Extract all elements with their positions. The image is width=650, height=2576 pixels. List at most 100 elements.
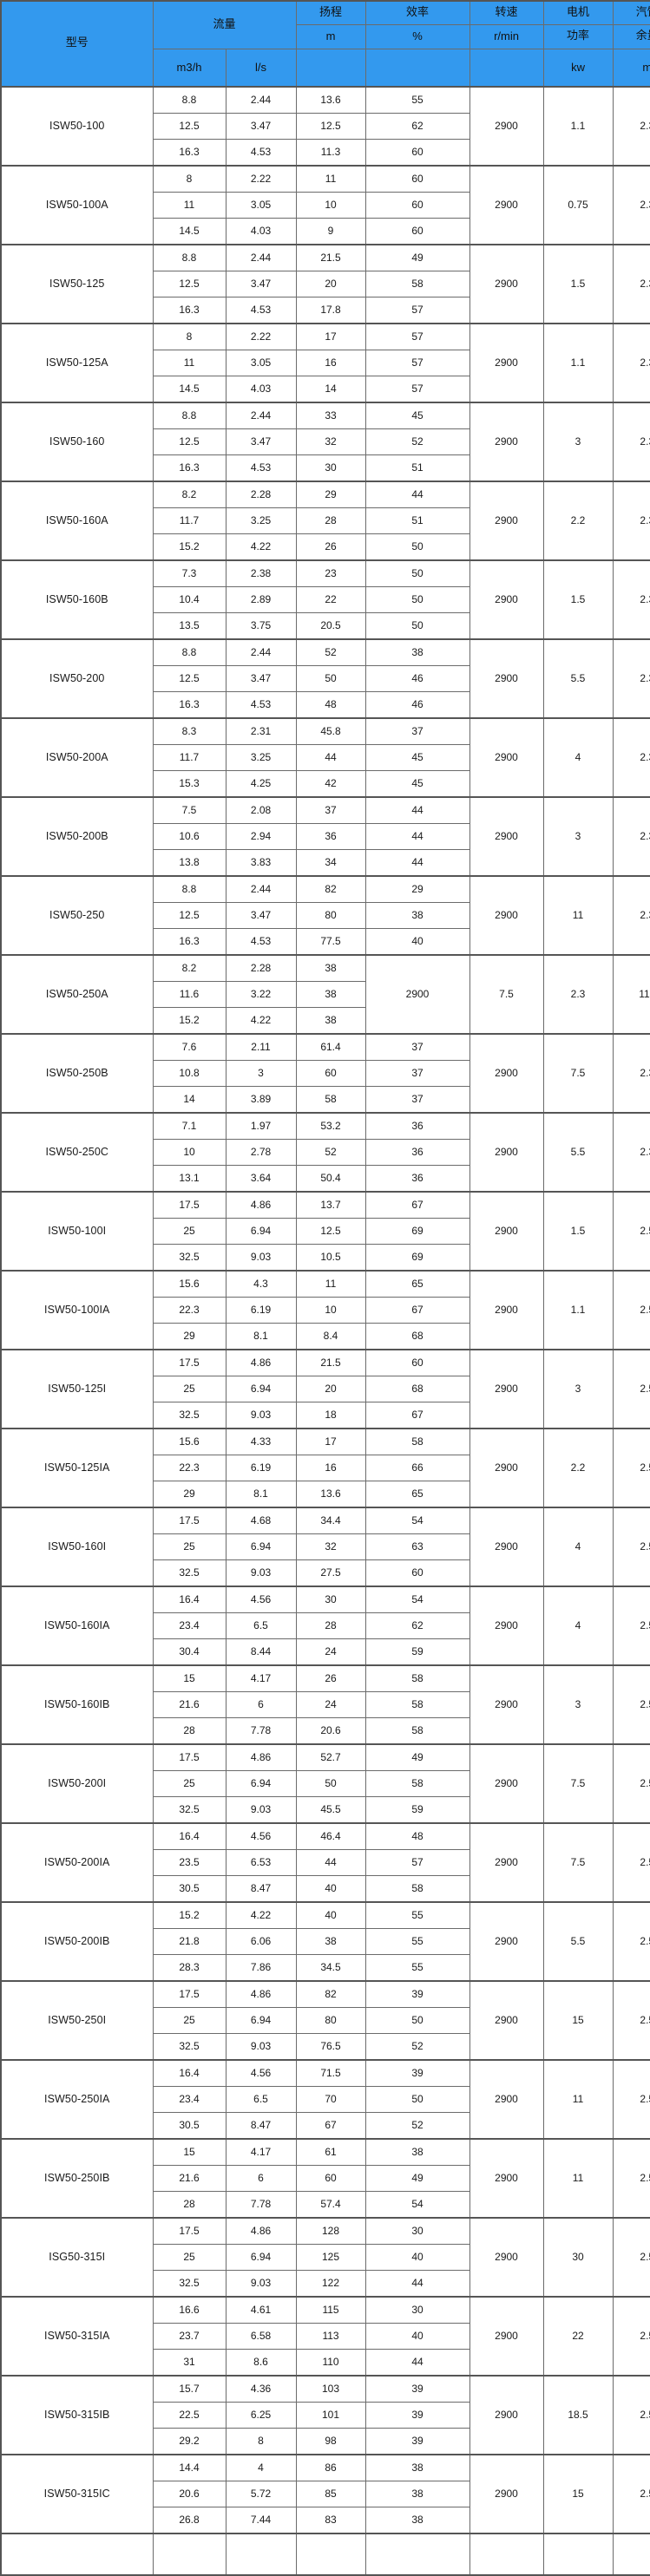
header-row-2: m % r/min 功率 余量 <box>1 24 650 49</box>
cell-empty <box>364 2533 470 2576</box>
cell-efficiency: 39 <box>364 2402 470 2429</box>
table-row: 15.3 4.25 42 45 <box>1 770 650 798</box>
cell-head: 17 <box>295 323 366 350</box>
cell-head: 22 <box>295 586 366 613</box>
cell-head: 26 <box>295 1664 366 1692</box>
cell-efficiency: 44 <box>364 2349 470 2377</box>
cell-flow-m3h: 17.5 <box>152 1980 227 2008</box>
cell-flow-ls: 3.47 <box>225 271 297 297</box>
cell-flow-ls: 2.11 <box>225 1033 297 1061</box>
cell-motor-power: 1.1 <box>542 1270 614 1350</box>
table-row: 23.4 6.5 28 62 <box>1 1612 650 1639</box>
cell-efficiency: 39 <box>364 1980 470 2008</box>
cell-flow-ls: 2.89 <box>225 586 297 613</box>
cell-efficiency: 52 <box>364 2033 470 2061</box>
cell-flow-ls: 4.53 <box>225 454 297 482</box>
cell-flow-ls: 3.05 <box>225 192 297 219</box>
cell-flow-ls: 3.89 <box>225 1086 297 1114</box>
cell-flow-ls: 9.03 <box>225 1244 297 1272</box>
cell-head: 36 <box>295 823 366 850</box>
cell-flow-ls: 4.86 <box>225 2217 297 2245</box>
cell-efficiency: 69 <box>364 1218 470 1245</box>
cell-flow-ls: 3.47 <box>225 113 297 140</box>
cell-head: 38 <box>295 981 366 1008</box>
table-row: 13.5 3.75 20.5 50 <box>1 612 650 640</box>
cell-head: 23 <box>295 559 366 587</box>
cell-head: 32 <box>295 1533 366 1560</box>
cell-speed: 2900 <box>469 717 544 798</box>
table-row: 16.3 4.53 17.8 57 <box>1 297 650 324</box>
cell-flow-m3h: 15.6 <box>152 1428 227 1455</box>
cell-cavitation-margin: 2.5 <box>612 1585 650 1666</box>
cell-flow-ls: 4.3 <box>225 1270 297 1298</box>
cell-cavitation-margin: 2.3 <box>612 717 650 798</box>
column-header-motor: 电机 <box>542 0 614 25</box>
cell-flow-m3h: 25 <box>152 1218 227 1245</box>
cell-motor-power: 15 <box>542 2454 614 2534</box>
cell-flow-m3h: 21.6 <box>152 1691 227 1718</box>
cell-head: 9 <box>295 218 366 245</box>
cell-efficiency: 36 <box>364 1165 470 1193</box>
cell-motor-power: 4 <box>542 1507 614 1587</box>
cell-flow-ls: 4.33 <box>225 1428 297 1455</box>
cell-motor-power: 1.5 <box>542 1191 614 1272</box>
cell-flow-ls: 8.6 <box>225 2349 297 2377</box>
cell-flow-m3h: 23.4 <box>152 2086 227 2113</box>
cell-flow-ls: 4.22 <box>225 533 297 561</box>
cell-flow-ls: 3 <box>225 1060 297 1087</box>
cell-model: ISW50-250A <box>0 954 154 1035</box>
cell-head: 20 <box>295 1376 366 1402</box>
cell-flow-m3h: 30.4 <box>152 1638 227 1666</box>
cell-motor-power: 5.5 <box>542 1901 614 1982</box>
cell-flow-ls: 6.5 <box>225 2086 297 2113</box>
cell-efficiency: 39 <box>364 2059 470 2087</box>
column-header-speed: 转速 <box>469 0 544 25</box>
cell-head: 61.4 <box>295 1033 366 1061</box>
cell-efficiency: 37 <box>364 1086 470 1114</box>
cell-efficiency: 57 <box>364 323 470 350</box>
cell-head: 38 <box>295 954 366 982</box>
cell-flow-m3h: 12.5 <box>152 428 227 455</box>
cell-flow-m3h: 14.5 <box>152 218 227 245</box>
cell-flow-m3h: 15.2 <box>152 1007 227 1035</box>
cell-flow-m3h: 10 <box>152 1139 227 1166</box>
cell-model: ISW50-160IB <box>0 1664 154 1745</box>
cell-flow-ls: 7.78 <box>225 2191 297 2219</box>
cell-flow-m3h: 15.6 <box>152 1270 227 1298</box>
cell-model: ISW50-200A <box>0 717 154 798</box>
table-row: 28 7.78 57.4 54 <box>1 2191 650 2219</box>
cell-flow-ls: 9.03 <box>225 1559 297 1587</box>
table-row: 21.8 6.06 38 55 <box>1 1928 650 1955</box>
table-row: 11 3.05 10 60 <box>1 192 650 219</box>
cell-flow-m3h: 25 <box>152 2007 227 2034</box>
cell-flow-m3h: 14 <box>152 1086 227 1114</box>
cell-flow-m3h: 29 <box>152 1481 227 1508</box>
cell-motor-power: 5.5 <box>542 638 614 719</box>
table-row: 11 3.05 16 57 <box>1 350 650 376</box>
cell-efficiency: 59 <box>364 1796 470 1824</box>
cell-efficiency: 66 <box>364 1455 470 1481</box>
cell-efficiency: 69 <box>364 1244 470 1272</box>
cell-flow-ls: 4.03 <box>225 376 297 403</box>
cell-flow-m3h: 32.5 <box>152 1244 227 1272</box>
cell-motor-power: 1.5 <box>542 559 614 640</box>
cell-flow-ls: 7.78 <box>225 1717 297 1745</box>
cell-flow-ls: 2.38 <box>225 559 297 587</box>
cell-efficiency: 58 <box>364 271 470 297</box>
cell-flow-m3h: 16.3 <box>152 139 227 167</box>
cell-flow-m3h: 10.4 <box>152 586 227 613</box>
cell-motor-power: 2.2 <box>542 1428 614 1508</box>
cell-head: 27.5 <box>295 1559 366 1587</box>
cell-motor-power: 1.1 <box>542 86 614 167</box>
cell-head: 16 <box>295 1455 366 1481</box>
cell-head: 101 <box>295 2402 366 2429</box>
cell-head: 14 <box>295 376 366 403</box>
cell-flow-ls: 4.25 <box>225 770 297 798</box>
